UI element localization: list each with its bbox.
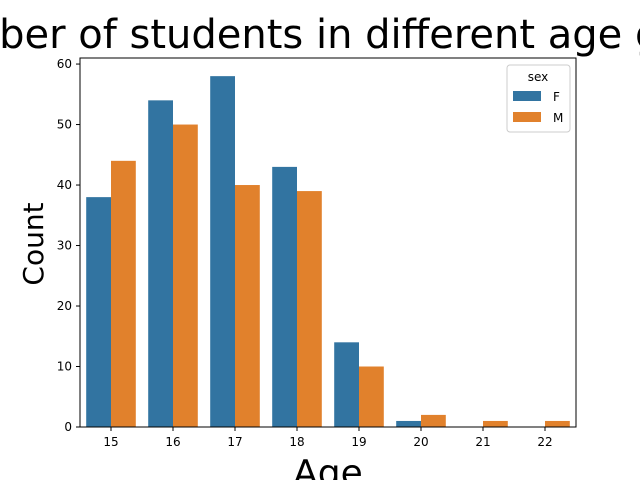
bar-M-20 — [421, 414, 446, 427]
bars-group — [86, 76, 570, 428]
y-tick-label: 20 — [57, 299, 72, 313]
x-axis: 15 16 17 18 19 20 21 22 — [103, 427, 553, 449]
x-tick-label: 21 — [475, 435, 490, 449]
bar-M-16 — [173, 124, 198, 427]
y-tick-label: 50 — [57, 118, 72, 132]
y-tick-label: 40 — [57, 178, 72, 192]
x-tick-label: 22 — [537, 435, 552, 449]
chart-title: Number of students in different age grou… — [0, 12, 640, 58]
bar-F-19 — [334, 342, 359, 427]
legend-title: sex — [528, 70, 549, 84]
legend-swatch-M — [513, 112, 541, 122]
legend-swatch-F — [513, 91, 541, 101]
y-tick-label: 30 — [57, 239, 72, 253]
x-tick-label: 20 — [413, 435, 428, 449]
bar-F-15 — [86, 197, 111, 427]
x-tick-label: 15 — [103, 435, 118, 449]
legend-label-M: M — [553, 111, 563, 125]
x-tick-label: 16 — [165, 435, 180, 449]
bar-F-16 — [148, 100, 173, 427]
y-axis-label: Count — [17, 202, 50, 285]
bar-M-22 — [545, 420, 570, 427]
legend-label-F: F — [553, 90, 560, 104]
bar-F-18 — [272, 166, 297, 427]
bar-M-18 — [297, 191, 322, 427]
bar-F-20 — [396, 420, 421, 427]
x-tick-label: 17 — [227, 435, 242, 449]
bar-M-21 — [483, 420, 508, 427]
bar-F-17 — [210, 76, 235, 428]
y-tick-label: 10 — [57, 360, 72, 374]
x-tick-label: 19 — [351, 435, 366, 449]
x-tick-label: 18 — [289, 435, 304, 449]
x-axis-label: Age — [293, 453, 363, 480]
plot-frame — [79, 57, 577, 428]
bar-M-15 — [111, 160, 136, 427]
legend: sex FM — [506, 64, 571, 133]
bar-M-17 — [235, 185, 260, 427]
y-axis: 0 10 20 30 40 50 60 — [57, 57, 80, 434]
y-tick-label: 60 — [57, 57, 72, 71]
y-tick-label: 0 — [64, 420, 72, 434]
bar-M-19 — [359, 366, 384, 427]
